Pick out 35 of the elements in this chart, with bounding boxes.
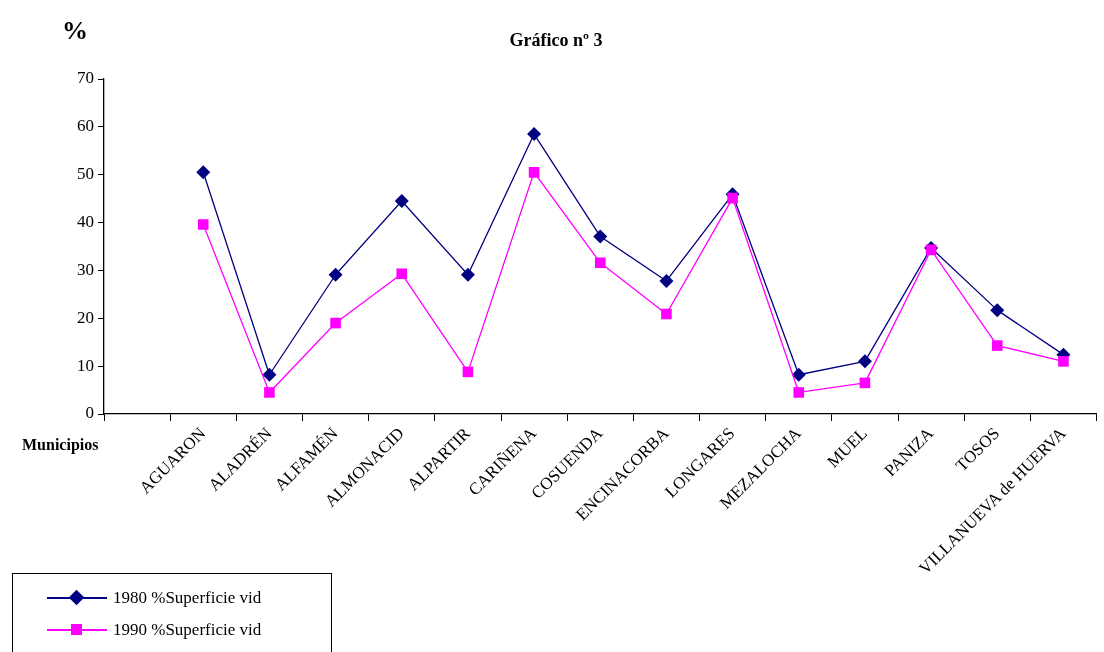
y-tick-label: 30 xyxy=(77,259,94,279)
point xyxy=(793,387,805,398)
point xyxy=(791,367,806,382)
point xyxy=(396,268,408,280)
point xyxy=(328,267,343,282)
point xyxy=(460,267,475,282)
point xyxy=(594,257,606,269)
y-tick-label: 60 xyxy=(77,116,94,136)
point xyxy=(330,317,341,329)
point xyxy=(1058,356,1069,367)
point xyxy=(727,192,738,204)
point xyxy=(593,229,608,244)
point xyxy=(659,273,674,288)
point xyxy=(990,303,1005,318)
y-tick-label: 50 xyxy=(77,164,94,184)
point xyxy=(264,387,275,398)
point xyxy=(394,194,409,209)
y-tick-label: 70 xyxy=(77,68,94,88)
y-axis-title: % xyxy=(62,15,88,45)
point xyxy=(661,308,672,320)
point xyxy=(991,340,1003,351)
y-tick-label: 10 xyxy=(77,355,94,375)
y-tick-label: 40 xyxy=(77,212,94,232)
x-axis-title: Municipios xyxy=(22,436,99,455)
point xyxy=(262,367,277,382)
point xyxy=(857,354,872,369)
y-tick-label: 0 xyxy=(85,403,94,423)
point xyxy=(197,219,209,230)
point xyxy=(196,165,211,180)
point xyxy=(528,167,540,178)
legend-label: 1990 %Superficie vid xyxy=(113,620,262,640)
point xyxy=(527,127,542,142)
legend-label: 1980 %Superficie vid xyxy=(113,588,262,608)
chart-title: Gráfico nº 3 xyxy=(509,29,603,50)
y-tick-label: 20 xyxy=(77,307,94,327)
